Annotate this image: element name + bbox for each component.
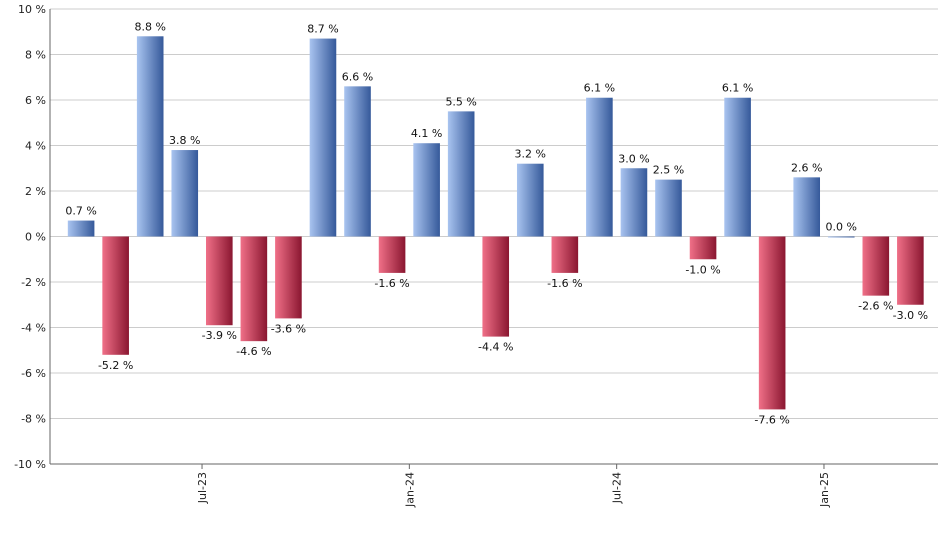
bar: [67, 220, 95, 237]
data-label: 8.7 %: [307, 23, 338, 36]
data-label: -3.9 %: [202, 329, 237, 342]
data-label: 6.1 %: [722, 82, 753, 95]
bar: [655, 179, 682, 237]
y-tick-label: -6 %: [21, 367, 46, 380]
y-tick-label: 4 %: [25, 140, 46, 153]
data-label: -1.0 %: [685, 263, 720, 276]
y-tick-label: -2 %: [21, 276, 46, 289]
data-label: 3.8 %: [169, 134, 200, 147]
data-label: -3.6 %: [271, 322, 306, 335]
bar: [689, 236, 717, 260]
bar: [862, 236, 890, 296]
data-label: -7.6 %: [754, 413, 789, 426]
x-tick-label: Jul-23: [196, 472, 209, 504]
bar: [793, 177, 821, 237]
y-tick-label: -4 %: [21, 322, 46, 335]
data-label: 6.1 %: [584, 82, 615, 95]
data-label: 2.6 %: [791, 161, 822, 174]
x-tick-label: Jul-24: [611, 472, 624, 504]
y-tick-label: 2 %: [25, 185, 46, 198]
data-label: -4.6 %: [236, 345, 271, 358]
data-label: -5.2 %: [98, 359, 133, 372]
y-tick-label: 0 %: [25, 231, 46, 244]
y-tick-label: -8 %: [21, 413, 46, 426]
bar: [378, 236, 406, 273]
data-label: -3.0 %: [893, 309, 928, 322]
data-label: 3.0 %: [618, 152, 649, 165]
axes: [49, 9, 938, 465]
bar: [206, 236, 233, 326]
bar: [897, 236, 924, 305]
data-label: 0.7 %: [65, 205, 96, 218]
bar: [620, 168, 648, 237]
y-axis-ticks: 10 % 8 % 6 % 4 % 2 % 0 % -2 % -4 % -6 % -8 % -10 %: [14, 3, 46, 471]
bar: [275, 236, 302, 319]
data-label: -2.6 %: [858, 300, 893, 313]
data-label: 2.5 %: [653, 164, 684, 177]
data-label: 6.6 %: [342, 70, 373, 83]
data-label: 4.1 %: [411, 127, 442, 140]
data-label: 3.2 %: [515, 148, 546, 161]
bar: [827, 236, 855, 238]
y-tick-label: -10 %: [14, 458, 46, 471]
bar: [516, 163, 544, 237]
y-tick-label: 10 %: [18, 3, 46, 16]
data-labels: 0.7 % -5.2 % 8.8 % 3.8 % -3.9 % -4.6 %-3.6 % 8…: [65, 20, 928, 426]
bar: [447, 111, 475, 237]
data-label: -1.6 %: [547, 277, 582, 290]
bar: [758, 236, 786, 410]
bar: [586, 97, 613, 237]
y-tick-label: 6 %: [25, 94, 46, 107]
data-label: 5.5 %: [445, 95, 476, 108]
bar: [551, 236, 579, 273]
x-axis-ticks: Jul-23 Jan-24 Jul-24 Jan-25: [196, 464, 831, 508]
bar: [724, 97, 751, 237]
bar: [482, 236, 510, 337]
bars: [67, 36, 924, 410]
data-label: 0.0 %: [826, 221, 857, 234]
data-label: 8.8 %: [134, 20, 165, 33]
bar: [344, 86, 371, 237]
bar: [413, 143, 440, 237]
bar: [136, 36, 164, 237]
y-tick-label: 8 %: [25, 49, 46, 62]
bar: [309, 38, 337, 237]
data-label: -4.4 %: [478, 341, 513, 354]
bar: [240, 236, 268, 342]
x-tick-label: Jan-25: [818, 472, 831, 508]
data-label: -1.6 %: [374, 277, 409, 290]
bar: [171, 150, 199, 237]
bar: [102, 236, 129, 355]
x-tick-label: Jan-24: [403, 472, 416, 508]
